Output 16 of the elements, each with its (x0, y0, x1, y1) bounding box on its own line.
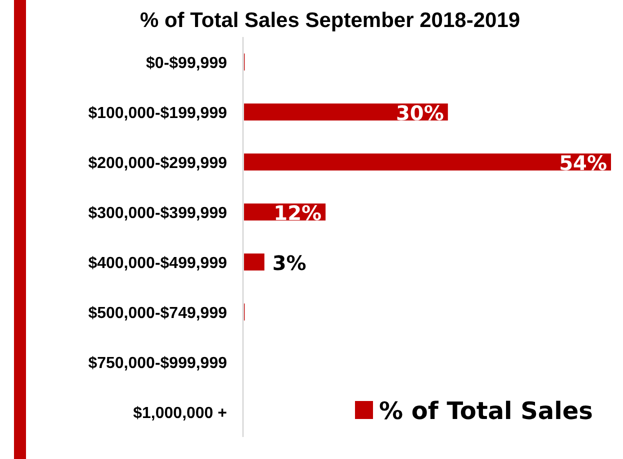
legend-label: % of Total Sales (379, 397, 593, 425)
y-tick-label: $500,000-$749,999 (88, 305, 228, 322)
bar (244, 154, 611, 170)
y-tick-label: $100,000-$199,999 (88, 105, 228, 122)
data-label: 54% (559, 151, 607, 175)
data-label: 30% (396, 101, 444, 125)
y-tick-label: $0-$99,999 (146, 55, 228, 72)
data-label: 12% (274, 201, 322, 225)
y-tick-label: $300,000-$399,999 (88, 205, 228, 222)
bar (244, 254, 264, 270)
y-tick-label: $750,000-$999,999 (88, 355, 228, 372)
y-tick-label: $1,000,000 + (133, 405, 227, 422)
chart-title: % of Total Sales September 2018-2019 (140, 9, 520, 32)
data-label: 3% (272, 251, 306, 275)
y-tick-label: $200,000-$299,999 (88, 155, 228, 172)
y-tick-label: $400,000-$499,999 (88, 255, 228, 272)
